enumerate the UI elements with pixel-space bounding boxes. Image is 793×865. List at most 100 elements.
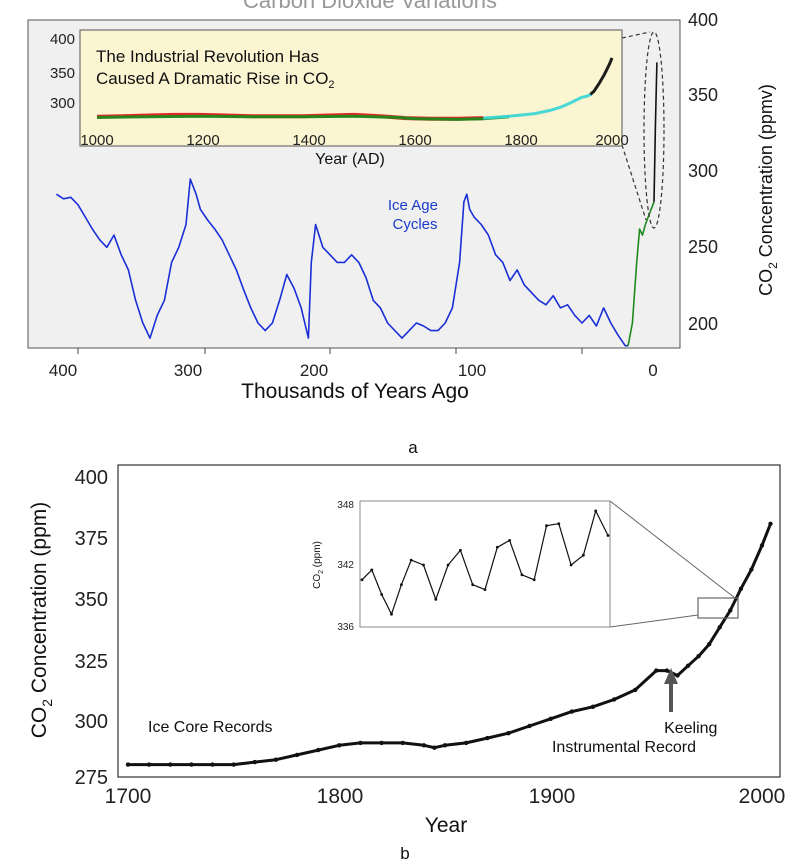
panel-b-series-layer	[125, 521, 773, 767]
panel-a-inset-xtick-label: 1600	[398, 132, 431, 149]
panel-b-data-point	[146, 762, 152, 767]
panel-b-data-point	[432, 745, 437, 750]
panel-a-inset-series-line-1	[96, 114, 510, 121]
panel-a-annotation-ice-age: Ice Age Cycles	[388, 197, 442, 233]
panel-a-xtick-label: 400	[49, 361, 77, 380]
panel-a-inset-plot	[79, 29, 623, 147]
panel-a-inset-title-line2-main: Caused A Dramatic Rise in CO	[96, 69, 328, 88]
panel-a-inset-series-layer	[96, 57, 614, 121]
panel-a-inset-xtick-label: 1200	[186, 132, 219, 149]
panel-b-data-point	[358, 740, 363, 746]
panel-a-inset-xtick-label: 2000	[595, 132, 628, 149]
panel-b-inset-data-point	[459, 548, 462, 552]
panel-b-data-point	[189, 762, 194, 767]
panel-b-data-point	[316, 747, 321, 753]
panel-b-data-point	[664, 668, 670, 673]
panel-b-data-point	[485, 735, 490, 741]
panel-a-xtick-label: 300	[174, 361, 202, 380]
panel-b-inset: 348 342 336 CO2 (ppm)	[312, 500, 611, 633]
panel-b-xlabel: Year	[425, 814, 467, 837]
panel-a-inset-yticks: 300 350 400	[50, 31, 75, 112]
panel-a-yticks: 200 250 300 350 400	[688, 10, 718, 334]
panel-b-inset-data-point	[594, 509, 598, 513]
panel-b-ylabel-main: CO	[28, 707, 51, 739]
panel-b-inset-ylabel-sub: 2	[318, 570, 325, 574]
panel-b-ytick-label: 275	[75, 767, 108, 789]
panel-a-inset-series-line-2	[483, 92, 592, 120]
panel-b-inset-ytick-label: 342	[337, 560, 354, 571]
panel-b-series-line	[128, 523, 772, 767]
panel-b-ylabel: CO2 Concentration (ppm)	[28, 502, 55, 739]
panel-b-inset-series-layer	[360, 509, 610, 616]
panel-b-data-point	[654, 668, 659, 673]
panel-b-inset-data-point	[400, 583, 403, 587]
panel-b-ytick-label: 400	[75, 467, 108, 489]
panel-a-zoom-line-bottom	[621, 144, 647, 221]
panel-a: Carbon Dioxide Variations 400 300 200 10…	[27, 0, 780, 457]
panel-b-data-point	[675, 673, 680, 678]
panel-b-data-point	[400, 740, 405, 746]
panel-b-inset-ylabel-main: CO	[312, 574, 323, 589]
panel-a-inset-ytick-label: 300	[50, 95, 75, 112]
panel-a-xtick-label: 100	[458, 361, 486, 380]
panel-b-data-point	[728, 608, 733, 613]
panel-a-inset-xtick-label: 1800	[504, 132, 537, 149]
panel-b-data-point	[294, 752, 300, 758]
panel-b-data-point	[548, 716, 553, 721]
panel-b-inset-data-point	[422, 563, 425, 567]
panel-b-data-point	[696, 654, 701, 659]
panel-b-annotation-keeling: Keeling Instrumental Record	[552, 720, 722, 756]
panel-b-data-point	[231, 762, 236, 767]
panel-b-inset-data-point	[557, 522, 561, 526]
panel-a-label: a	[408, 438, 418, 457]
panel-b-ylabel-rest: Concentration (ppm)	[28, 502, 51, 699]
panel-b-inset-data-point	[370, 568, 374, 572]
panel-b-data-point	[738, 586, 744, 591]
panel-b-keeling-arrow	[664, 668, 678, 712]
panel-b-label: b	[400, 844, 409, 863]
panel-a-inset-xtick-label: 1400	[292, 132, 325, 149]
panel-b-inset-data-point	[471, 583, 475, 587]
panel-a-inset-xlabel: Year (AD)	[315, 151, 385, 168]
panel-b-data-point	[685, 663, 691, 668]
panel-a-inset: The Industrial Revolution Has Caused A D…	[50, 29, 629, 168]
panel-b-inset-data-point	[434, 598, 438, 601]
panel-b-xticks: 1700 1800 1900 2000	[105, 785, 786, 808]
panel-b-data-point	[717, 625, 722, 630]
panel-b-ytick-label: 375	[75, 528, 108, 550]
panel-b-data-point	[168, 762, 173, 767]
panel-a-xtick-label: 200	[300, 361, 328, 380]
panel-a-inset-title-line1: The Industrial Revolution Has	[96, 47, 319, 66]
panel-b-data-point	[768, 521, 773, 526]
panel-a-annotation-line2: Cycles	[392, 216, 437, 233]
panel-b-data-point	[421, 743, 427, 748]
panel-b-inset-data-point	[446, 563, 450, 567]
panel-b-data-point	[590, 704, 596, 709]
panel-a-inset-title-line2: Caused A Dramatic Rise in CO2	[96, 69, 335, 91]
panel-b-inset-data-point	[606, 534, 610, 537]
panel-b-yticks: 275 300 325 350 375 400	[75, 467, 108, 789]
panel-b-data-point	[759, 543, 765, 548]
panel-a-ytick-label: 350	[688, 85, 718, 105]
panel-a-ylabel-rest: Concentration (ppmv)	[756, 84, 776, 262]
panel-b-data-point	[611, 697, 617, 702]
panel-a-series-line-1	[627, 201, 655, 346]
panel-b-data-point	[442, 743, 448, 748]
panel-a-series-layer	[55, 62, 658, 347]
panel-b-data-point	[506, 731, 511, 736]
panel-b-ytick-label: 325	[75, 651, 108, 673]
panel-a-ylabel: CO2 Concentration (ppmv)	[756, 84, 780, 296]
panel-b-inset-data-point	[360, 578, 364, 582]
panel-b-data-point	[707, 642, 712, 647]
panel-b-xtick-label: 1700	[105, 785, 152, 808]
panel-a-xlabel: Thousands of Years Ago	[241, 380, 469, 403]
panel-a-title: Carbon Dioxide Variations	[243, 0, 497, 13]
panel-b-ylabel-sub: 2	[39, 699, 55, 707]
panel-b-inset-data-point	[409, 558, 413, 562]
panel-b-xtick-label: 1900	[529, 785, 576, 808]
panel-b-annotation-ice-core: Ice Core Records	[148, 719, 273, 736]
panel-a-inset-xticks: 1000 1200 1400 1600 1800 2000	[80, 132, 628, 149]
panel-a-ytick-label: 400	[688, 10, 718, 30]
panel-a-ylabel-sub: 2	[766, 262, 780, 269]
